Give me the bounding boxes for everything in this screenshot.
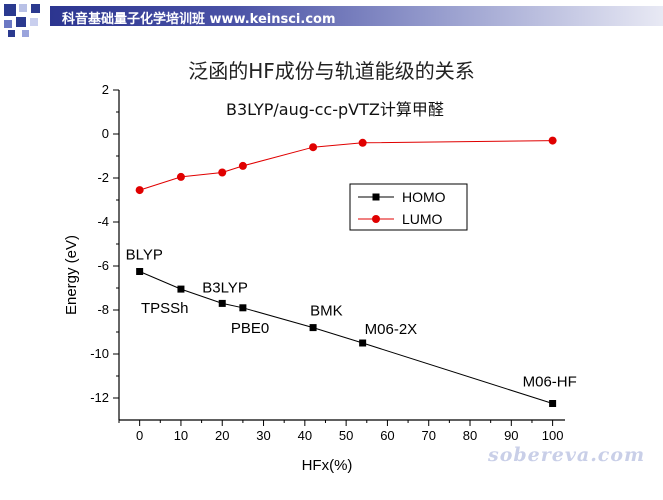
- x-tick-label: 50: [339, 428, 353, 443]
- x-tick-label: 70: [421, 428, 435, 443]
- data-point-lumo: [135, 186, 144, 195]
- data-point-lumo: [548, 136, 557, 145]
- data-point-homo: [239, 304, 247, 312]
- y-axis-title: Energy (eV): [63, 235, 80, 315]
- data-point-lumo: [358, 138, 367, 147]
- header-banner: [50, 6, 663, 26]
- watermark: sobereva.com: [488, 444, 646, 466]
- point-label: PBE0: [231, 320, 269, 337]
- data-point-homo: [136, 268, 144, 275]
- data-point-lumo: [238, 161, 247, 170]
- point-label: TPSSh: [141, 300, 189, 317]
- y-tick-label: -4: [97, 214, 109, 229]
- data-point-lumo: [176, 172, 185, 181]
- header-bar: 科音基础量子化学培训班 www.keinsci.com: [0, 0, 663, 40]
- data-point-homo: [309, 324, 317, 332]
- logo-squares: [0, 0, 58, 40]
- legend-marker-homo: [372, 193, 380, 201]
- legend-box: [349, 183, 468, 231]
- series-line-lumo: [139, 140, 553, 191]
- x-tick-label: 0: [136, 428, 143, 443]
- x-tick-label: 60: [380, 428, 394, 443]
- banner-text: 科音基础量子化学培训班 www.keinsci.com: [62, 12, 336, 27]
- x-axis-title: HFx(%): [302, 457, 353, 474]
- y-tick-label: -8: [97, 302, 109, 317]
- point-label: M06-HF: [523, 374, 577, 391]
- x-tick-label: 90: [504, 428, 518, 443]
- x-tick-label: 20: [215, 428, 229, 443]
- data-point-homo: [359, 339, 367, 347]
- legend-label-lumo: LUMO: [402, 211, 443, 227]
- y-tick-label: -10: [90, 346, 109, 361]
- y-tick-label: -6: [97, 258, 109, 273]
- point-label: M06-2X: [365, 321, 418, 338]
- legend-label-homo: HOMO: [402, 189, 446, 205]
- point-label: BLYP: [126, 247, 163, 264]
- point-label: BMK: [310, 303, 343, 320]
- x-tick-label: 80: [463, 428, 477, 443]
- x-tick-label: 40: [298, 428, 312, 443]
- point-label: B3LYP: [202, 279, 248, 296]
- y-tick-label: -12: [90, 390, 109, 405]
- data-point-homo: [177, 285, 185, 293]
- data-point-homo: [549, 400, 557, 407]
- slide-title: 泛函的HF成份与轨道能级的关系: [188, 59, 475, 83]
- x-tick-label: 10: [174, 428, 188, 443]
- data-point-lumo: [218, 168, 227, 177]
- x-tick-label: 30: [256, 428, 270, 443]
- y-tick-label: 0: [102, 126, 109, 141]
- x-tick-label: 100: [542, 428, 564, 443]
- y-tick-label: -2: [97, 170, 109, 185]
- legend-marker-lumo: [372, 215, 380, 223]
- data-point-lumo: [309, 143, 318, 152]
- data-point-homo: [218, 299, 226, 307]
- chart-subtitle: B3LYP/aug-cc-pVTZ计算甲醛: [226, 100, 444, 119]
- y-tick-label: 2: [102, 82, 109, 97]
